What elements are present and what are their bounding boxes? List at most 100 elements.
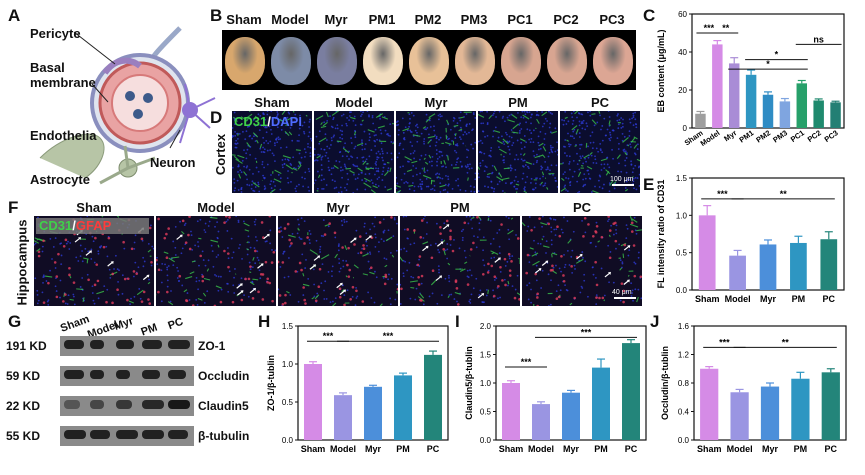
- brain-photo: [501, 37, 541, 85]
- significance-label: ns: [813, 34, 824, 44]
- x-tick-label: PC3: [823, 128, 840, 144]
- x-tick-label: Model: [727, 444, 753, 454]
- micrograph-group-label: PM: [450, 200, 470, 215]
- brain-group-label: Sham: [226, 12, 262, 27]
- brain-group-label: Myr: [324, 12, 348, 27]
- brain-photo: [363, 37, 403, 85]
- x-tick-label: PM: [396, 444, 410, 454]
- y-axis-label: FL intensity ratio of CD31: [656, 180, 666, 289]
- blot-band: [168, 400, 190, 409]
- scale-bar-label: 100 μm: [610, 176, 634, 183]
- panel-label-a: A: [8, 6, 21, 25]
- bar: [779, 101, 791, 128]
- bar: [364, 386, 382, 440]
- micrograph-group-label: PM: [508, 95, 528, 110]
- brain-photo: [455, 37, 495, 85]
- y-tick-label: 0.5: [676, 249, 688, 258]
- x-tick-label: PM3: [771, 128, 789, 144]
- blot-strip: [60, 396, 194, 416]
- cortex-stain-legend: CD31/DAPI: [234, 114, 302, 129]
- micrograph-image: 100 μm: [560, 111, 640, 193]
- hippo-region-label-wrap: Hippocampus: [14, 218, 30, 306]
- bar: [424, 354, 442, 440]
- x-tick-label: PM: [792, 294, 806, 304]
- chart-h-zo1: 0.0 0.5 1.0 1.5 ZO-1/β-tublin Sham Model Myr PM P…: [266, 322, 449, 454]
- x-tick-label: PC: [427, 444, 440, 454]
- x-tick-label: PM2: [754, 128, 772, 144]
- x-tick-label: Myr: [722, 128, 738, 143]
- brain-photo: [317, 37, 357, 85]
- label-pericyte: Pericyte: [30, 26, 81, 41]
- bar: [394, 375, 412, 440]
- brain-group-label: PC2: [553, 12, 579, 27]
- y-tick-label: 1.2: [678, 351, 690, 360]
- y-tick-label: 0.5: [282, 398, 294, 407]
- y-tick-label: 0.0: [678, 436, 690, 445]
- y-axis-label: Occludin/β-tublin: [660, 346, 670, 420]
- blot-strip: [60, 426, 194, 446]
- bar: [532, 404, 550, 440]
- stain-gfap: GFAP: [75, 218, 112, 233]
- bar: [830, 102, 841, 128]
- x-tick-label: Myr: [760, 294, 777, 304]
- blot-kd-label: 22 KD: [6, 399, 41, 413]
- blot-band: [64, 430, 86, 439]
- significance-label: ***: [581, 327, 592, 337]
- panel-label-f: F: [8, 198, 19, 217]
- y-tick-label: 1.5: [282, 322, 294, 331]
- y-tick-label: 1.0: [480, 379, 492, 388]
- stain-separator-f: /: [72, 218, 76, 233]
- bar: [813, 100, 824, 128]
- blot-strip: [60, 336, 194, 356]
- label-basal: Basal: [30, 60, 65, 75]
- y-tick-label: 2.0: [480, 322, 492, 331]
- x-tick-label: Sham: [697, 444, 722, 454]
- micrograph-group-label: Myr: [326, 200, 350, 215]
- blot-protein-label: Claudin5: [198, 399, 249, 413]
- bar: [796, 83, 808, 128]
- significance-label: ***: [704, 23, 715, 33]
- bar: [760, 386, 780, 440]
- x-tick-label: PC1: [789, 128, 806, 144]
- bar: [502, 383, 520, 440]
- bar: [562, 392, 580, 440]
- blot-lane-label: Myr: [112, 315, 136, 333]
- blot-band: [90, 400, 104, 409]
- y-tick-label: 20: [678, 86, 687, 95]
- blot-band: [116, 370, 130, 379]
- micrograph-image: [400, 216, 520, 306]
- x-tick-label: PM: [594, 444, 608, 454]
- micrograph-group-label: PC: [590, 95, 610, 110]
- micrograph-image: [278, 216, 398, 306]
- blot-protein-label: ZO-1: [198, 339, 226, 353]
- panel-label-h: H: [258, 312, 271, 331]
- bar: [790, 242, 807, 290]
- micrograph-group-label: Model: [197, 200, 235, 215]
- y-tick-label: 40: [678, 48, 687, 57]
- y-tick-label: 0.0: [282, 436, 294, 445]
- x-tick-label: Sham: [301, 444, 326, 454]
- brain-group-label: PM1: [368, 12, 396, 27]
- y-tick-label: 0.0: [480, 436, 492, 445]
- x-tick-label: Model: [330, 444, 356, 454]
- bar: [334, 395, 352, 440]
- cortex-region-label-wrap: Cortex: [213, 128, 229, 180]
- micrograph-image: [232, 111, 312, 193]
- bar: [759, 244, 777, 290]
- panel-label-i: I: [455, 312, 460, 331]
- chart-j-occludin: 0.0 0.4 0.8 1.2 1.6 Occludin/β-tublin Sham Mode…: [660, 322, 847, 454]
- bar: [728, 63, 740, 128]
- significance-label: ***: [521, 357, 532, 367]
- micrograph-image: [314, 111, 394, 193]
- brain-photo: [271, 37, 311, 85]
- micrograph-image: [396, 111, 476, 193]
- bar: [821, 372, 840, 440]
- blot-band: [142, 340, 162, 349]
- brain-group-label: PM2: [414, 12, 442, 27]
- x-tick-label: PC: [625, 444, 638, 454]
- bar: [698, 215, 716, 290]
- brain-group-label: Model: [271, 12, 309, 27]
- y-tick-label: 0.4: [678, 408, 690, 417]
- y-tick-label: 1.0: [676, 211, 688, 220]
